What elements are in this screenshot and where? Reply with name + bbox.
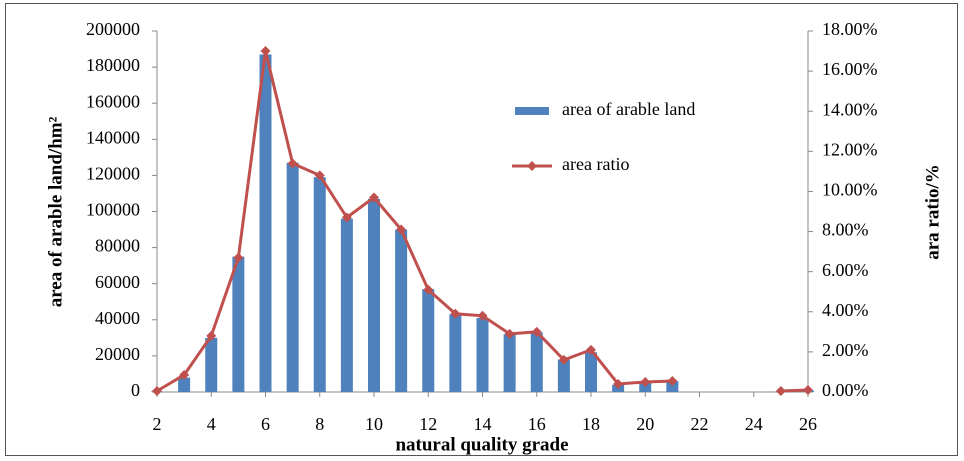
x-tick-label: 24	[745, 414, 763, 434]
y2-axis-title: ara ratio/%	[922, 164, 943, 260]
x-axis-title: natural quality grade	[395, 434, 568, 455]
legend-label: area of arable land	[562, 99, 695, 119]
marker	[396, 224, 407, 235]
marker	[531, 326, 542, 337]
x-tick-label: 12	[419, 414, 437, 434]
bar	[368, 198, 380, 392]
bar	[666, 381, 679, 392]
marker	[586, 344, 596, 355]
y-tick-label: 140000	[86, 127, 140, 147]
bar	[530, 332, 543, 392]
y2-tick-label: 10.00%	[822, 180, 878, 200]
marker	[477, 310, 488, 321]
frame	[5, 3, 958, 456]
marker	[558, 354, 569, 365]
x-tick-label: 18	[582, 414, 600, 434]
y2-tick-label: 2.00%	[822, 340, 869, 360]
x-tick-label: 14	[474, 414, 492, 434]
bar	[178, 377, 191, 392]
y-tick-label: 180000	[86, 55, 140, 75]
y2-tick-label: 18.00%	[822, 19, 878, 39]
y-tick-label: 120000	[86, 164, 140, 184]
y-tick-label: 0	[131, 380, 140, 400]
x-tick-label: 4	[207, 414, 216, 434]
marker	[450, 308, 461, 319]
marker	[152, 385, 162, 396]
x-tick-label: 10	[365, 414, 383, 434]
x-tick-label: 8	[315, 414, 324, 434]
marker	[423, 284, 434, 295]
bar	[422, 289, 435, 392]
x-tick-label: 22	[691, 414, 709, 434]
legend-marker	[527, 161, 537, 171]
y-tick-label: 60000	[95, 272, 140, 292]
y2-tick-label: 16.00%	[822, 59, 878, 79]
marker	[341, 212, 352, 223]
bar	[503, 334, 516, 392]
bar	[259, 54, 272, 393]
y2-tick-label: 8.00%	[822, 220, 869, 240]
marker	[640, 376, 651, 387]
x-tick-label: 20	[636, 414, 654, 434]
marker	[179, 369, 190, 380]
bar	[557, 359, 570, 392]
y2-tick-label: 0.00%	[822, 380, 869, 400]
bar	[395, 229, 408, 392]
bar	[639, 382, 652, 392]
bar	[232, 256, 245, 392]
marker	[667, 375, 678, 386]
bar	[313, 177, 326, 392]
y2-tick-label: 6.00%	[822, 260, 869, 280]
y-tick-label: 20000	[95, 344, 140, 364]
y2-tick-label: 12.00%	[822, 139, 878, 159]
bar	[449, 314, 462, 392]
y-tick-label: 100000	[86, 200, 140, 220]
marker	[803, 384, 813, 395]
marker	[233, 252, 244, 263]
y-tick-label: 200000	[86, 19, 140, 39]
x-tick-label: 2	[153, 414, 162, 434]
y-axis-title: area of arable land/hm²	[45, 116, 66, 307]
y2-tick-label: 4.00%	[822, 300, 869, 320]
marker	[369, 192, 379, 203]
y-tick-label: 160000	[86, 91, 140, 111]
bar	[286, 162, 299, 392]
x-tick-label: 16	[528, 414, 546, 434]
marker	[504, 328, 515, 339]
y2-tick-label: 14.00%	[822, 99, 878, 119]
marker	[314, 170, 325, 181]
marker	[613, 378, 624, 389]
x-tick-label: 26	[799, 414, 817, 434]
bar	[476, 317, 489, 392]
legend-swatch	[515, 107, 549, 115]
marker	[206, 330, 217, 341]
bar	[340, 218, 353, 392]
marker	[287, 158, 298, 169]
marker	[775, 385, 786, 396]
x-tick-label: 6	[261, 414, 270, 434]
bar	[585, 352, 597, 392]
bar	[205, 337, 218, 392]
y-tick-label: 80000	[95, 236, 140, 256]
legend-label: area ratio	[562, 154, 629, 174]
marker	[260, 46, 271, 57]
y-tick-label: 40000	[95, 308, 140, 328]
